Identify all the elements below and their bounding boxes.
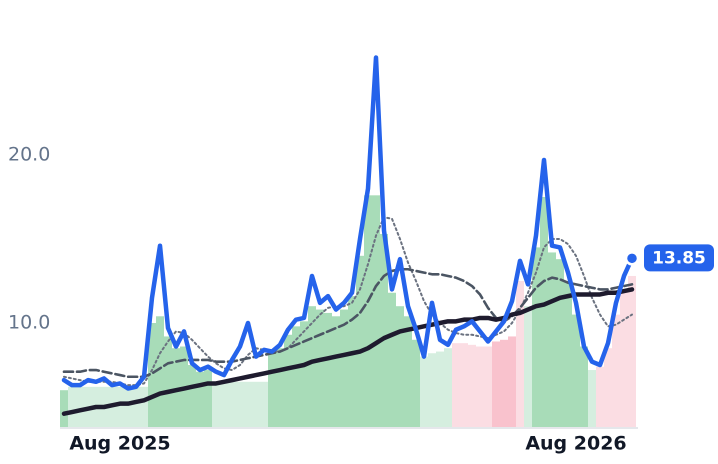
bar <box>340 309 348 428</box>
bar <box>196 371 204 428</box>
bar <box>444 348 452 428</box>
bar <box>252 381 260 428</box>
bar <box>324 312 332 428</box>
bar <box>596 366 604 428</box>
bar <box>468 344 476 428</box>
labels: 10.0 20.0 Aug 2025 Aug 2026 13.85 <box>8 144 714 455</box>
bar <box>60 390 68 428</box>
bar <box>452 343 460 428</box>
bar <box>508 336 516 428</box>
bar <box>68 386 76 428</box>
bar <box>204 370 212 428</box>
bar <box>148 323 156 428</box>
bar <box>548 252 556 428</box>
bar <box>420 356 428 428</box>
bar <box>436 351 444 428</box>
bar <box>476 346 484 428</box>
value-label: 13.85 <box>652 248 706 268</box>
bar <box>500 339 508 428</box>
bar <box>404 316 412 428</box>
bar <box>292 326 300 428</box>
line-series <box>61 55 635 391</box>
bar <box>244 381 252 428</box>
bar <box>628 275 636 428</box>
bar <box>348 296 356 428</box>
bar <box>492 341 500 428</box>
bar <box>116 386 124 428</box>
bar <box>540 197 548 428</box>
bar <box>516 281 524 428</box>
bar <box>124 386 132 428</box>
bar <box>220 381 228 428</box>
bar <box>620 289 628 428</box>
bar <box>284 334 292 428</box>
bar <box>484 346 492 428</box>
line-series <box>63 216 633 387</box>
line-series <box>61 287 635 416</box>
bar <box>268 353 276 428</box>
bar <box>412 339 420 428</box>
bar <box>428 353 436 428</box>
bar <box>236 381 244 428</box>
bar <box>612 314 620 428</box>
bar <box>388 292 396 428</box>
x-tick-label: Aug 2026 <box>525 433 626 455</box>
bar <box>212 381 220 428</box>
bar <box>132 386 140 428</box>
bar <box>524 306 532 428</box>
bar <box>604 348 612 428</box>
bar <box>188 365 196 428</box>
bar <box>372 195 380 428</box>
bar <box>396 306 404 428</box>
bar <box>332 316 340 428</box>
value-pill <box>644 244 714 272</box>
bar <box>156 316 164 428</box>
bar <box>76 386 84 428</box>
bar <box>532 247 540 428</box>
bar <box>364 195 372 428</box>
bar <box>580 346 588 428</box>
lines <box>61 55 635 416</box>
bar <box>228 381 236 428</box>
bar <box>276 348 284 428</box>
bar <box>164 336 172 428</box>
bar <box>316 309 324 428</box>
bar <box>260 381 268 428</box>
bar <box>308 306 316 428</box>
bar <box>564 281 572 428</box>
bar <box>300 321 308 428</box>
bar <box>356 255 364 428</box>
y-tick-label: 10.0 <box>8 312 50 334</box>
bar <box>556 259 564 428</box>
x-tick-label: Aug 2025 <box>69 433 170 455</box>
line-series <box>62 267 634 379</box>
last-point <box>624 251 640 266</box>
y-tick-label: 20.0 <box>8 144 50 166</box>
bar <box>380 233 388 428</box>
bar <box>572 314 580 428</box>
bar <box>588 370 596 428</box>
bar <box>460 343 468 428</box>
bar <box>140 386 148 428</box>
